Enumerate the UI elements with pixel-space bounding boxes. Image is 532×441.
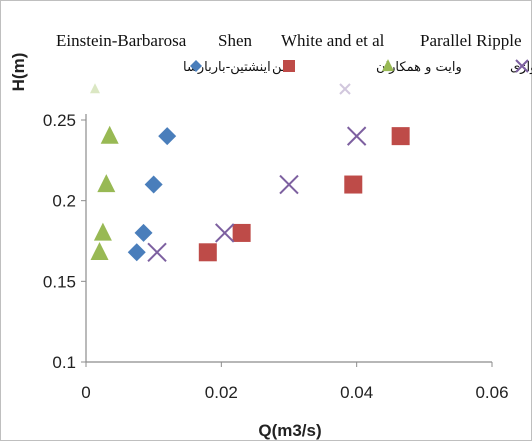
x-marker-stroke [147, 242, 167, 263]
data-points [90, 125, 410, 263]
data-point-triangle [100, 125, 119, 144]
data-point-x [346, 126, 367, 146]
legend-label: Shen [218, 31, 253, 50]
legend-label-fa: اینشتین-باربارسا [183, 60, 271, 75]
data-point-x [279, 174, 299, 195]
data-point-triangle [97, 174, 116, 193]
legend-label: White and et al [281, 31, 385, 50]
y-axis-label: H(m) [9, 53, 28, 92]
legend: Einstein-Barbarosaاینشتین-باربارساShenشن… [56, 31, 532, 75]
legend-overflow-marker [90, 83, 100, 94]
x-tick-label: 0.02 [205, 383, 238, 402]
x-tick-label: 0 [81, 383, 90, 402]
x-marker-stroke [279, 174, 299, 195]
x-marker-stroke [346, 126, 367, 146]
x-axis-label: Q(m3/s) [258, 421, 321, 440]
data-point-diamond [127, 243, 146, 262]
legend-marker-square [283, 60, 295, 72]
legend-marker-x [515, 59, 529, 73]
y-tick-label: 0.25 [43, 111, 76, 130]
x-tick-label: 0.06 [475, 383, 508, 402]
legend-label: Einstein-Barbarosa [56, 31, 187, 50]
x-marker-stroke [339, 83, 351, 95]
data-point-triangle [93, 222, 112, 241]
data-point-triangle [90, 241, 109, 260]
y-tick-label: 0.15 [43, 272, 76, 291]
x-marker-stroke [339, 83, 351, 95]
x-tick-label: 0.04 [340, 383, 373, 402]
data-point-square [232, 223, 251, 242]
data-point-square [391, 127, 410, 146]
legend-overflow-marker [339, 83, 351, 95]
data-point-diamond [158, 127, 177, 146]
legend-marker-diamond [190, 60, 202, 72]
data-point-square [344, 175, 363, 194]
y-tick-label: 0.2 [52, 192, 76, 211]
x-marker-stroke [215, 223, 235, 243]
data-point-x [147, 242, 167, 263]
data-point-diamond [144, 175, 163, 194]
x-marker-stroke [515, 59, 529, 73]
data-point-square [198, 243, 217, 262]
y-tick-label: 0.1 [52, 353, 76, 372]
legend-overflow-row [90, 83, 351, 95]
legend-marker-triangle [382, 59, 394, 72]
legend-label: Parallel Ripple [420, 31, 522, 50]
data-point-x [215, 223, 235, 243]
data-point-diamond [134, 223, 153, 242]
legend-label-fa: وایت و همکاران [376, 60, 462, 75]
